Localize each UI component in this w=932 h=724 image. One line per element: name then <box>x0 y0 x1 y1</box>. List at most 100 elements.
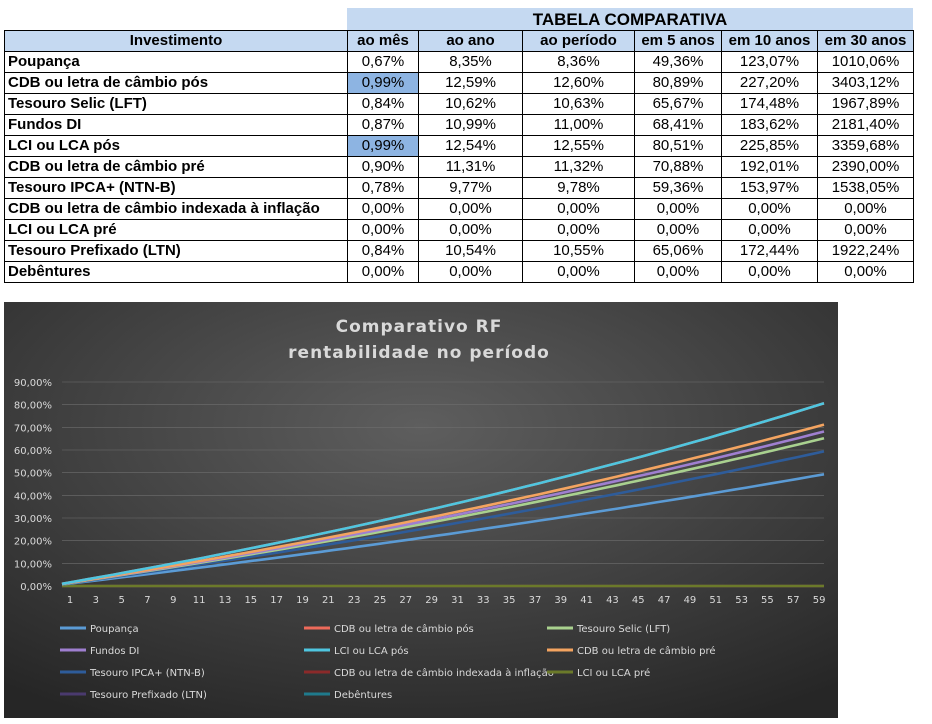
value-cell: 174,48% <box>721 93 818 115</box>
y-tick-label: 40,00% <box>14 491 52 502</box>
value-cell: 10,63% <box>522 93 635 115</box>
value-cell: 0,99% <box>347 72 419 94</box>
value-cell: 123,07% <box>721 51 818 73</box>
x-tick-label: 7 <box>144 595 150 606</box>
x-tick-label: 57 <box>787 595 800 606</box>
x-tick-label: 43 <box>606 595 619 606</box>
value-cell: 192,01% <box>721 156 818 178</box>
value-cell: 1967,89% <box>817 93 914 115</box>
x-tick-label: 53 <box>735 595 748 606</box>
y-tick-label: 70,00% <box>14 423 52 434</box>
value-cell: 1922,24% <box>817 240 914 262</box>
value-cell: 80,89% <box>634 72 722 94</box>
investment-name-cell: LCI ou LCA pós <box>4 135 348 157</box>
value-cell: 11,32% <box>522 156 635 178</box>
value-cell: 2390,00% <box>817 156 914 178</box>
header-em-30-anos: em 30 anos <box>817 30 914 52</box>
value-cell: 0,00% <box>721 198 818 220</box>
series-line <box>61 450 825 586</box>
series-line <box>61 473 825 586</box>
legend-label: Tesouro IPCA+ (NTN-B) <box>89 668 205 679</box>
value-cell: 8,35% <box>418 51 523 73</box>
x-tick-label: 17 <box>270 595 283 606</box>
x-tick-label: 49 <box>684 595 697 606</box>
value-cell: 9,78% <box>522 177 635 199</box>
x-tick-label: 55 <box>761 595 774 606</box>
y-tick-label: 60,00% <box>14 446 52 457</box>
line-chart: Comparativo RF rentabilidade no período … <box>4 302 838 718</box>
value-cell: 0,00% <box>347 219 419 241</box>
chart-title: Comparativo RF <box>336 317 503 337</box>
header-em-10-anos: em 10 anos <box>721 30 818 52</box>
table-row: Tesouro Selic (LFT) 0,84% 10,62% 10,63% 65,6… <box>4 93 914 115</box>
value-cell: 10,62% <box>418 93 523 115</box>
value-cell: 0,67% <box>347 51 419 73</box>
legend-label: Debêntures <box>334 689 392 701</box>
value-cell: 0,00% <box>522 219 635 241</box>
x-tick-label: 15 <box>244 595 257 606</box>
value-cell: 12,55% <box>522 135 635 157</box>
table-row: Debêntures 0,00% 0,00% 0,00% 0,00% 0,00% 0,00% <box>4 261 914 283</box>
x-tick-label: 59 <box>813 595 826 606</box>
table-row: Tesouro Prefixado (LTN) 0,84% 10,54% 10,55%… <box>4 240 914 262</box>
value-cell: 0,00% <box>634 261 722 283</box>
value-cell: 12,60% <box>522 72 635 94</box>
value-cell: 1010,06% <box>817 51 914 73</box>
table-row: CDB ou letra de câmbio indexada à inflaç… <box>4 198 914 220</box>
investment-name-cell: Fundos DI <box>4 114 348 136</box>
value-cell: 0,00% <box>721 219 818 241</box>
value-cell: 0,87% <box>347 114 419 136</box>
x-tick-label: 11 <box>193 595 206 606</box>
legend-label: CDB ou letra de câmbio pré <box>577 645 716 657</box>
investment-name-cell: Poupança <box>4 51 348 73</box>
value-cell: 0,99% <box>347 135 419 157</box>
y-axis: 0,00% 10,00% 20,00% 30,00% 40,00% 50,00% 60,00… <box>14 378 52 593</box>
value-cell: 68,41% <box>634 114 722 136</box>
value-cell: 153,97% <box>721 177 818 199</box>
chart-subtitle: rentabilidade no período <box>288 343 550 363</box>
x-tick-label: 39 <box>554 595 567 606</box>
legend-label: LCI ou LCA pós <box>334 645 409 657</box>
x-tick-label: 41 <box>580 595 593 606</box>
value-cell: 0,84% <box>347 93 419 115</box>
header-investimento: Investimento <box>4 30 348 52</box>
x-tick-label: 29 <box>425 595 438 606</box>
header-ao-ano: ao ano <box>418 30 523 52</box>
value-cell: 49,36% <box>634 51 722 73</box>
value-cell: 0,00% <box>634 198 722 220</box>
value-cell: 0,00% <box>522 198 635 220</box>
value-cell: 0,00% <box>817 219 914 241</box>
table-title: TABELA COMPARATIVA <box>347 8 913 30</box>
value-cell: 11,31% <box>418 156 523 178</box>
value-cell: 65,06% <box>634 240 722 262</box>
value-cell: 70,88% <box>634 156 722 178</box>
chart-legend: Poupança CDB ou letra de câmbio pós Tesour… <box>60 623 716 701</box>
value-cell: 0,00% <box>817 261 914 283</box>
value-cell: 1538,05% <box>817 177 914 199</box>
x-tick-label: 3 <box>93 595 99 606</box>
value-cell: 65,67% <box>634 93 722 115</box>
y-tick-label: 20,00% <box>14 537 52 548</box>
x-tick-label: 35 <box>503 595 516 606</box>
y-tick-label: 10,00% <box>14 559 52 570</box>
legend-label: LCI ou LCA pré <box>577 667 650 679</box>
legend-label: CDB ou letra de câmbio pós <box>334 623 474 635</box>
x-tick-label: 37 <box>529 595 542 606</box>
value-cell: 0,00% <box>347 261 419 283</box>
value-cell: 3359,68% <box>817 135 914 157</box>
legend-label: Tesouro Prefixado (LTN) <box>89 690 207 701</box>
table-row: LCI ou LCA pós 0,99% 12,54% 12,55% 80,51% 225… <box>4 135 914 157</box>
investment-name-cell: Tesouro Prefixado (LTN) <box>4 240 348 262</box>
table-row: CDB ou letra de câmbio pré 0,90% 11,31% 11,… <box>4 156 914 178</box>
investment-name-cell: CDB ou letra de câmbio pós <box>4 72 348 94</box>
value-cell: 9,77% <box>418 177 523 199</box>
x-tick-label: 25 <box>374 595 387 606</box>
table-row: Poupança 0,67% 8,35% 8,36% 49,36% 123,07% 1010… <box>4 51 914 73</box>
y-tick-label: 30,00% <box>14 514 52 525</box>
value-cell: 12,54% <box>418 135 523 157</box>
x-tick-label: 5 <box>118 595 124 606</box>
value-cell: 10,99% <box>418 114 523 136</box>
value-cell: 183,62% <box>721 114 818 136</box>
value-cell: 227,20% <box>721 72 818 94</box>
value-cell: 0,00% <box>634 219 722 241</box>
